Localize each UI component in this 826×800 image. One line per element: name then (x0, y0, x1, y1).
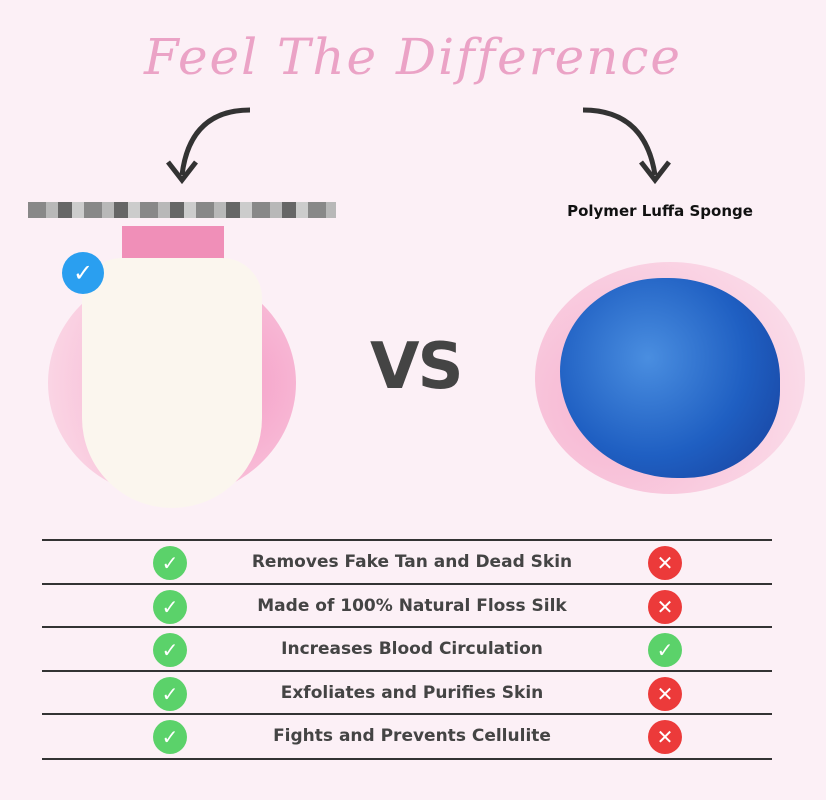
exfoliating-mitt-image (82, 258, 262, 508)
cross-icon: ✕ (648, 546, 682, 580)
verified-badge-icon: ✓ (62, 252, 104, 294)
cross-icon: ✕ (648, 720, 682, 755)
check-icon: ✓ (153, 589, 187, 624)
cross-icon: ✕ (648, 589, 682, 624)
arrow-left-icon (166, 107, 251, 185)
pixelated-product-name (28, 202, 336, 218)
feature-label: Removes Fake Tan and Dead Skin (251, 552, 573, 572)
check-icon: ✓ (648, 633, 682, 668)
table-row: ✓ Removes Fake Tan and Dead Skin ✕ (42, 539, 772, 584)
feature-label: Fights and Prevents Cellulite (273, 726, 551, 747)
feature-label: Increases Blood Circulation (281, 639, 543, 660)
vs-label: VS (370, 330, 464, 404)
luffa-sponge-image (560, 278, 780, 478)
check-icon: ✓ (153, 720, 187, 755)
table-row: ✓ Fights and Prevents Cellulite ✕ (42, 713, 772, 761)
check-icon: ✓ (153, 633, 187, 668)
headline: Feel The Difference (143, 28, 683, 86)
right-product-label: Polymer Luffa Sponge (567, 202, 753, 220)
check-icon: ✓ (153, 676, 187, 711)
cross-icon: ✕ (648, 676, 682, 711)
mitt-band (122, 226, 224, 262)
table-row: ✓ Made of 100% Natural Floss Silk ✕ (42, 582, 772, 628)
feature-label: Made of 100% Natural Floss Silk (257, 595, 567, 616)
table-row: ✓ Increases Blood Circulation ✓ (42, 626, 772, 671)
arrow-right-icon (582, 107, 671, 185)
feature-label: Exfoliates and Purifies Skin (280, 682, 544, 703)
table-row: ✓ Exfoliates and Purifies Skin ✕ (42, 669, 772, 715)
check-icon: ✓ (153, 546, 187, 580)
